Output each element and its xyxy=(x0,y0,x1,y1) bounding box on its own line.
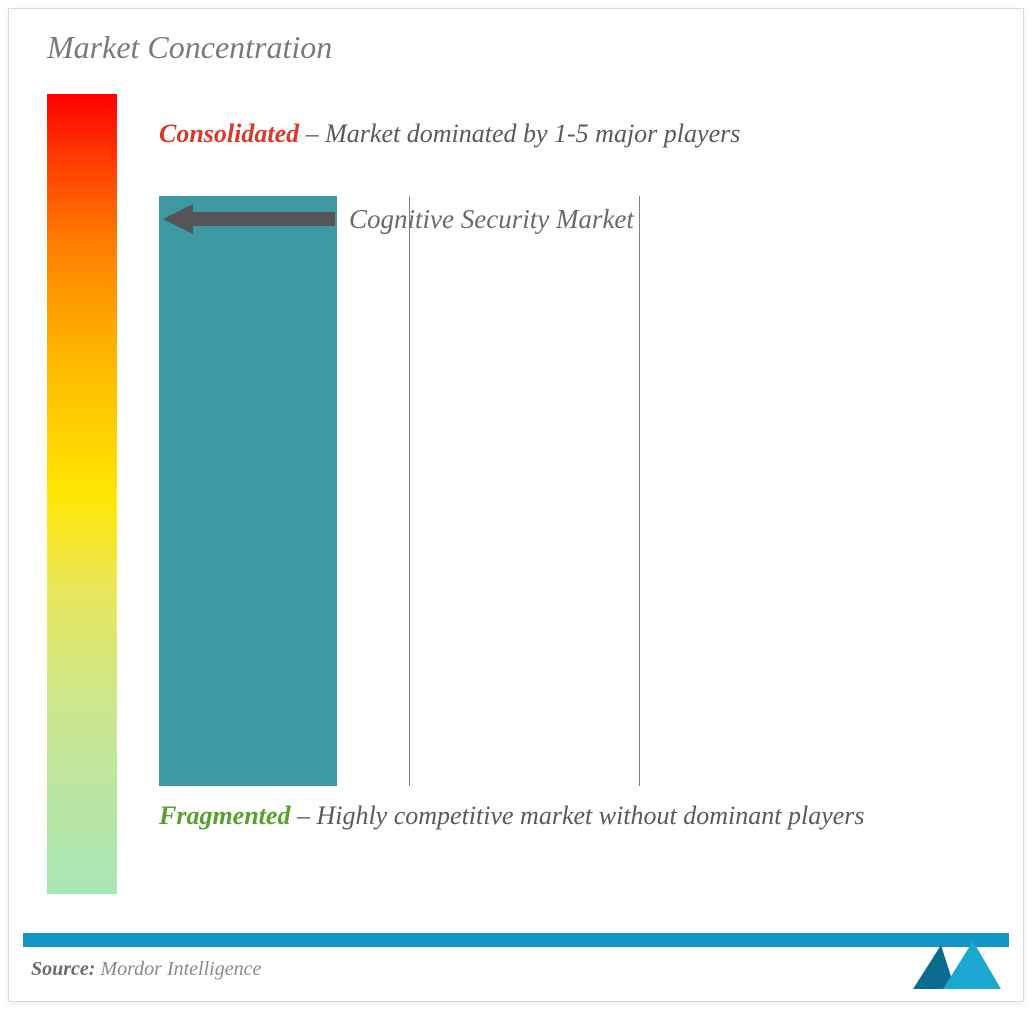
logo-svg xyxy=(913,941,1001,989)
consolidated-label: Consolidated – Market dominated by 1-5 m… xyxy=(159,116,740,151)
gridline xyxy=(409,196,410,786)
consolidated-desc: – Market dominated by 1-5 major players xyxy=(299,119,740,148)
arrow-icon xyxy=(163,204,335,234)
fragmented-desc: – Highly competitive market without domi… xyxy=(290,801,864,830)
gridline xyxy=(639,196,640,786)
consolidated-bold: Consolidated xyxy=(159,119,299,148)
bar-region: Cognitive Security Market xyxy=(159,196,719,786)
fragmented-bold: Fragmented xyxy=(159,801,290,830)
source-label: Source: xyxy=(31,958,95,980)
source-text: Mordor Intelligence xyxy=(95,958,261,980)
chart-title: Market Concentration xyxy=(47,29,332,66)
fragmented-label: Fragmented – Highly competitive market w… xyxy=(159,796,979,836)
brand-logo-icon xyxy=(913,941,1001,989)
market-bar xyxy=(159,196,337,786)
gradient-svg xyxy=(47,94,117,894)
source-attribution: Source: Mordor Intelligence xyxy=(31,958,261,981)
arrow-svg xyxy=(163,204,335,234)
market-bar-label: Cognitive Security Market xyxy=(349,204,634,235)
concentration-gradient-scale xyxy=(47,94,117,894)
card-container: Market Concentration Consolidated – Mark… xyxy=(8,8,1024,1002)
footer-divider-bar xyxy=(23,933,1009,947)
chart-area: Consolidated – Market dominated by 1-5 m… xyxy=(159,94,979,894)
